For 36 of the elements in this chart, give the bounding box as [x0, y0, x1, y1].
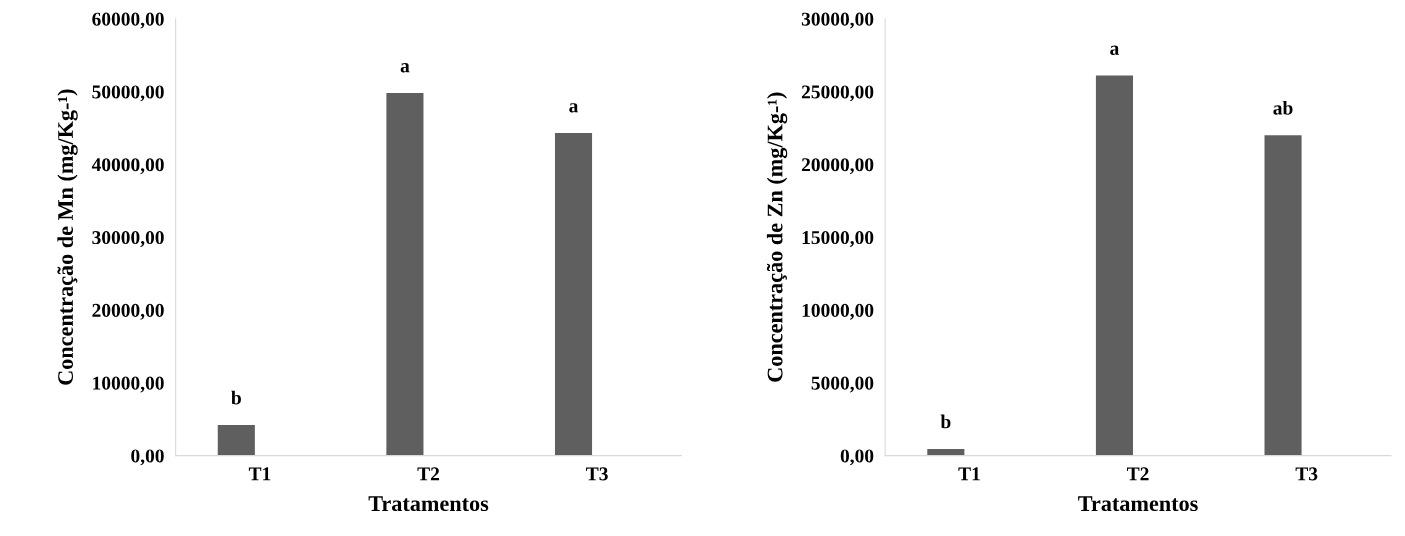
bar — [386, 93, 424, 456]
x-tick-label: T1 — [248, 467, 271, 481]
y-axis-title: Concentração de Zn (mg/Kg-¹) — [766, 92, 788, 382]
annotation: b — [231, 390, 241, 405]
x-axis-title: Tratamentos — [368, 496, 489, 512]
x-tick-label: T3 — [1295, 467, 1318, 481]
annotation: a — [569, 103, 579, 113]
annotation: a — [1110, 45, 1120, 55]
y-tick-label: 20000,00 — [801, 158, 874, 175]
x-axis-title: Tratamentos — [1078, 496, 1198, 512]
bar — [554, 133, 593, 456]
bar — [927, 448, 965, 456]
y-tick-label: 50000,00 — [92, 85, 164, 102]
y-tick-label: 10000,00 — [802, 303, 874, 320]
annotation: a — [400, 63, 410, 73]
y-tick-label: 0,00 — [840, 449, 874, 466]
x-tick-label: T2 — [1127, 467, 1149, 481]
x-tick-label: T1 — [958, 467, 980, 481]
y-axis-title: Concentração de Mn (mg/Kg-¹) — [57, 89, 78, 385]
y-tick-label: 5000,00 — [811, 376, 874, 393]
bar — [1264, 135, 1302, 456]
y-tick-label: 30000,00 — [92, 231, 164, 247]
annotation: ab — [1273, 100, 1293, 115]
bar — [1095, 75, 1133, 456]
annotation: b — [940, 414, 951, 429]
y-tick-label: 20000,00 — [92, 303, 164, 320]
y-tick-label: 25000,00 — [801, 85, 874, 102]
bar — [217, 425, 255, 456]
y-tick-label: 10000,00 — [93, 376, 164, 393]
x-tick-label: T2 — [417, 467, 440, 481]
x-tick-label: T3 — [586, 467, 608, 481]
y-tick-label: 15000,00 — [802, 231, 874, 247]
y-tick-label: 0,00 — [131, 449, 164, 466]
y-tick-label: 30000,00 — [801, 12, 874, 29]
y-tick-label: 40000,00 — [91, 158, 164, 175]
y-tick-label: 60000,00 — [92, 12, 164, 29]
